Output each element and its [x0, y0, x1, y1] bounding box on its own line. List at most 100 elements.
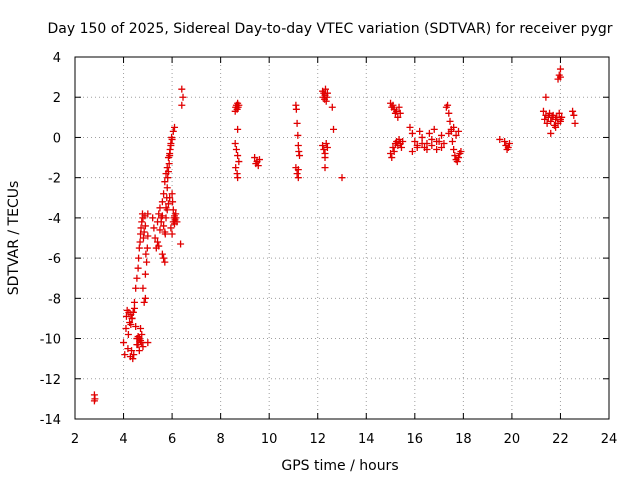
- data-point: [430, 125, 438, 133]
- data-point: [163, 184, 171, 192]
- data-point: [455, 127, 463, 135]
- x-tick-label: 18: [455, 432, 472, 447]
- plot-frame: [74, 56, 610, 420]
- data-point: [143, 258, 151, 266]
- data-point: [321, 85, 329, 93]
- x-tick-label: 6: [168, 432, 176, 447]
- data-point: [504, 144, 512, 151]
- data-point: [322, 139, 330, 147]
- data-point: [154, 238, 162, 246]
- data-point: [161, 228, 169, 236]
- data-point: [141, 222, 149, 230]
- data-point: [134, 341, 142, 349]
- data-point: [455, 154, 463, 162]
- data-point: [232, 146, 240, 154]
- chart-title: Day 150 of 2025, Sidereal Day-to-day VTE…: [47, 21, 612, 37]
- data-point: [395, 103, 403, 111]
- data-point: [160, 190, 168, 198]
- data-point: [294, 174, 302, 182]
- data-point: [541, 115, 549, 123]
- data-point: [416, 127, 424, 135]
- y-tick-label: 0: [53, 131, 61, 146]
- x-tick-label: 2: [71, 432, 79, 447]
- data-point: [163, 206, 171, 214]
- data-point: [169, 127, 177, 135]
- y-tick-label: -8: [48, 292, 61, 307]
- data-point: [158, 212, 166, 220]
- data-point: [127, 320, 135, 328]
- data-point: [496, 135, 504, 143]
- data-point: [137, 224, 145, 232]
- data-point: [556, 65, 564, 73]
- data-point: [157, 218, 165, 226]
- data-point: [406, 123, 414, 131]
- data-point: [130, 351, 138, 359]
- data-point: [129, 308, 137, 316]
- data-point: [546, 109, 554, 117]
- data-point: [158, 250, 166, 258]
- y-tick-label: -14: [40, 413, 61, 428]
- data-point: [505, 139, 513, 147]
- data-point: [425, 129, 433, 137]
- data-point: [234, 152, 242, 160]
- data-point: [440, 139, 448, 147]
- data-point: [323, 144, 331, 151]
- data-point: [135, 347, 143, 355]
- data-point: [135, 244, 143, 252]
- y-tick-label: 2: [53, 91, 61, 106]
- data-point: [457, 148, 465, 156]
- x-tick-label: 4: [119, 432, 127, 447]
- data-point: [138, 218, 146, 226]
- data-point: [547, 129, 555, 137]
- x-tick-label: 22: [552, 432, 569, 447]
- data-points: [90, 65, 579, 405]
- data-point: [139, 343, 147, 351]
- data-point: [320, 146, 328, 154]
- data-point: [166, 152, 174, 160]
- data-point: [163, 164, 171, 172]
- data-point: [558, 113, 566, 121]
- data-point: [234, 125, 242, 133]
- data-point: [121, 351, 129, 359]
- data-point: [321, 164, 329, 172]
- data-point: [255, 156, 263, 164]
- data-point: [141, 270, 149, 278]
- data-point: [173, 218, 181, 226]
- data-point: [179, 93, 187, 101]
- data-point: [139, 234, 147, 242]
- data-point: [232, 164, 240, 172]
- data-point: [143, 244, 151, 252]
- data-point: [292, 105, 300, 113]
- y-tick-labels: 4 2 0 -2 -4 -6 -8 -10 -12 -14: [40, 51, 61, 428]
- data-point: [293, 170, 301, 178]
- data-point: [323, 89, 331, 97]
- data-point: [130, 304, 138, 312]
- data-point: [390, 148, 398, 156]
- x-tick-labels: 2 4 6 8 10 12 14 16 18 20 22 24: [71, 432, 617, 447]
- data-point: [162, 214, 170, 222]
- data-point: [294, 141, 302, 149]
- data-point: [413, 144, 421, 151]
- x-tick-label: 16: [407, 432, 424, 447]
- data-point: [397, 144, 405, 151]
- y-tick-label: 4: [53, 51, 61, 66]
- data-point: [166, 146, 174, 154]
- data-point: [570, 111, 578, 119]
- data-point: [393, 107, 401, 115]
- x-tick-label: 8: [216, 432, 224, 447]
- data-point: [321, 154, 329, 162]
- data-point: [142, 250, 150, 258]
- grid-lines: [75, 57, 609, 419]
- data-point: [160, 222, 168, 230]
- y-tick-label: -2: [48, 172, 61, 187]
- data-point: [122, 312, 130, 320]
- data-point: [453, 158, 461, 166]
- data-point: [161, 258, 169, 266]
- data-point: [408, 148, 416, 156]
- data-point: [448, 137, 456, 145]
- data-point: [438, 144, 446, 151]
- x-tick-label: 12: [309, 432, 326, 447]
- x-tick-label: 10: [261, 432, 278, 447]
- data-point: [556, 73, 564, 81]
- data-point: [172, 214, 180, 222]
